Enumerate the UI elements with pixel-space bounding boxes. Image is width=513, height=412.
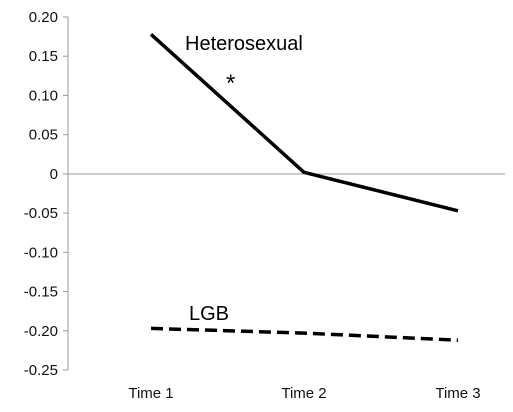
x-tick-label: Time 3 bbox=[435, 385, 480, 402]
x-axis-ticks: Time 1 Time 2 Time 3 bbox=[128, 385, 480, 402]
y-tick-label: -0.20 bbox=[24, 323, 58, 340]
x-tick-label: Time 1 bbox=[128, 385, 173, 402]
series-layer bbox=[149, 33, 459, 342]
series-line-lgb bbox=[150, 326, 459, 342]
series-label-heterosexual: Heterosexual bbox=[185, 33, 303, 55]
x-tick-label: Time 2 bbox=[281, 385, 326, 402]
y-tick-label: -0.05 bbox=[24, 205, 58, 222]
y-tick-label: 0.15 bbox=[29, 48, 58, 65]
series-label-lgb: LGB bbox=[189, 303, 229, 325]
y-tick-label: -0.25 bbox=[24, 362, 58, 379]
y-tick-label: -0.15 bbox=[24, 284, 58, 301]
x-axis: Time 1 Time 2 Time 3 bbox=[68, 173, 505, 402]
significance-asterisk: * bbox=[226, 70, 235, 97]
y-tick-label: 0.10 bbox=[29, 87, 58, 104]
y-axis: 0.20 0.15 0.10 0.05 0 -0.05 -0.10 -0.15 -0.20 -0.… bbox=[24, 9, 69, 379]
series-line-heterosexual bbox=[149, 33, 459, 213]
y-axis-ticks: 0.20 0.15 0.10 0.05 0 -0.05 -0.10 -0.15 -0.20 -0.… bbox=[24, 9, 68, 379]
y-tick-label: 0.20 bbox=[29, 9, 58, 26]
y-tick-label: 0.05 bbox=[29, 127, 58, 144]
y-tick-label: -0.10 bbox=[24, 244, 58, 261]
y-tick-label: 0 bbox=[50, 166, 58, 183]
